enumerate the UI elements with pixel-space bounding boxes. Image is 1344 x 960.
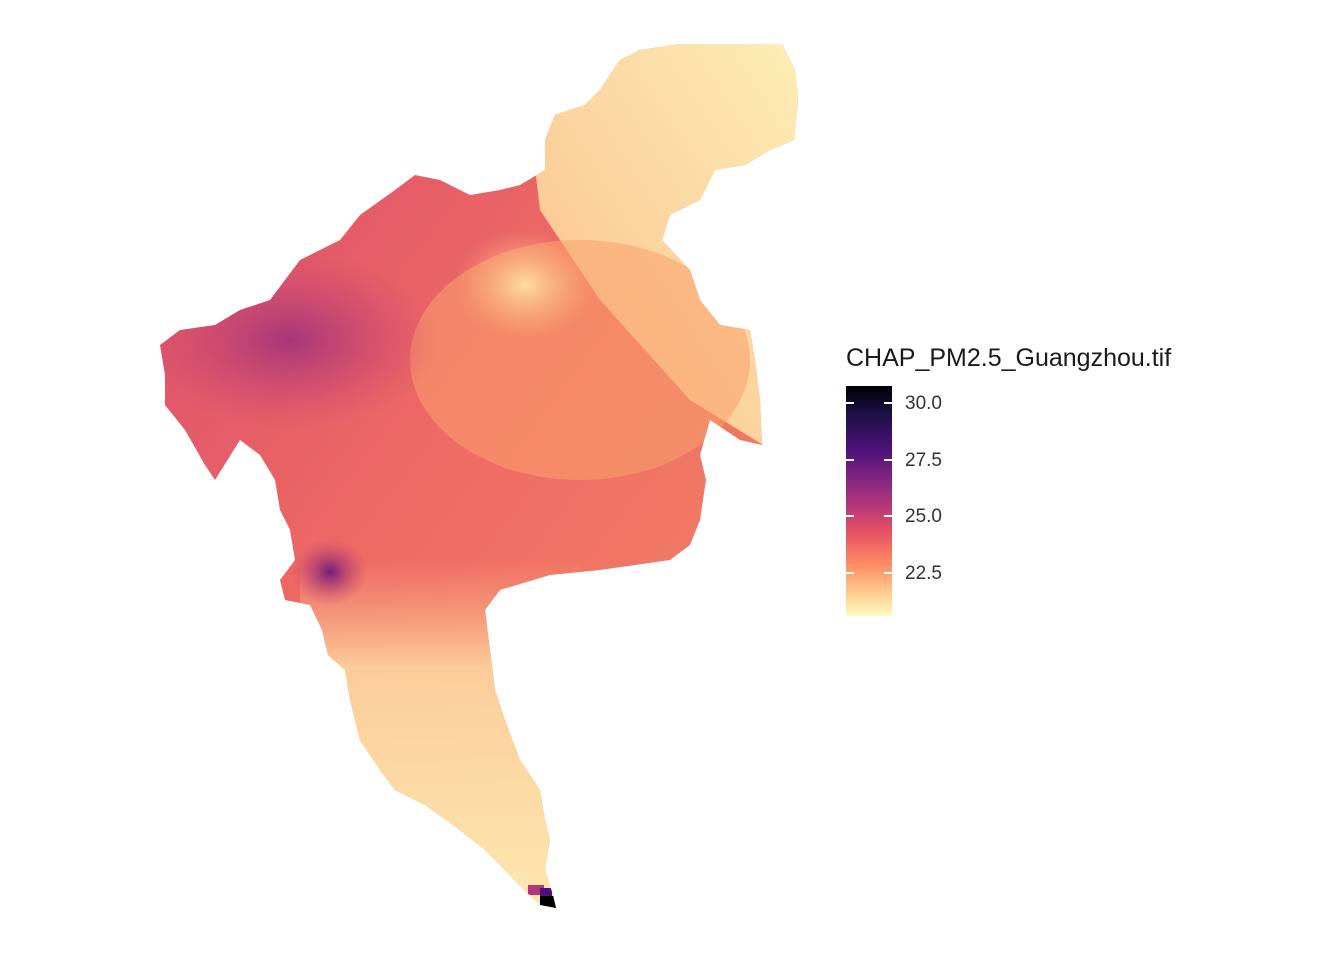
raster-tip-higher — [540, 888, 552, 898]
raster-layer — [160, 44, 798, 908]
legend-tick-left — [846, 459, 854, 461]
legend-tick-right — [884, 402, 892, 404]
legend-tick-left — [846, 572, 854, 574]
legend-tick-right — [884, 459, 892, 461]
raster-tip-high — [528, 885, 544, 895]
legend-title: CHAP_PM2.5_Guangzhou.tif — [846, 344, 1172, 372]
raster-south-low — [300, 560, 580, 908]
legend-tick-left — [846, 515, 854, 517]
raster-sw-high — [292, 538, 368, 606]
legend-colorbar — [846, 386, 892, 616]
legend-tick-right — [884, 572, 892, 574]
legend-tick-left — [846, 402, 854, 404]
raster-center-low — [455, 230, 595, 340]
legend-tick-label: 25.0 — [905, 506, 942, 527]
legend-tick-right — [884, 515, 892, 517]
legend-tick-label: 22.5 — [905, 563, 942, 584]
raster-tip-max — [540, 896, 556, 908]
legend-tick-label: 27.5 — [905, 450, 942, 471]
legend-tick-label: 30.0 — [905, 393, 942, 414]
raster-west-high — [160, 250, 440, 430]
